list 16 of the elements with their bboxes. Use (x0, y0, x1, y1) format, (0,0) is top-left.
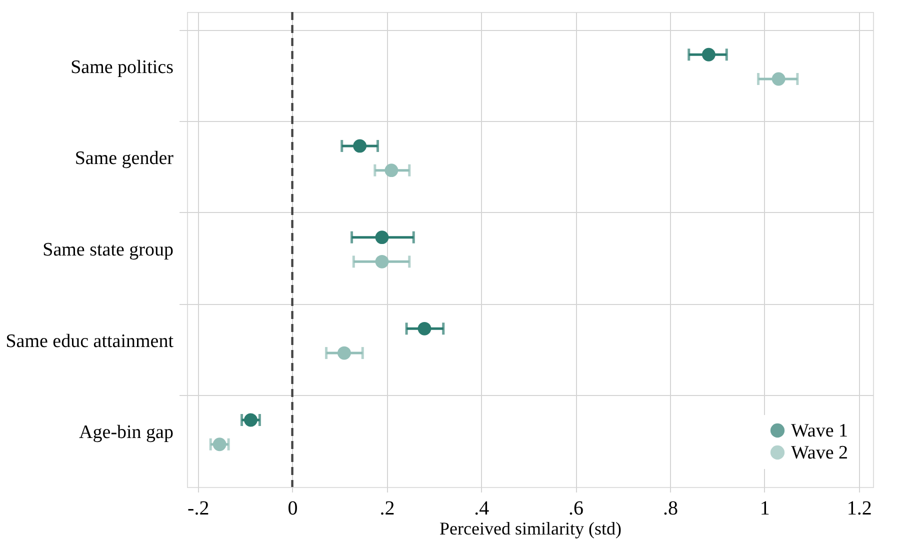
x-axis-title: Perceived similarity (std) (440, 518, 622, 538)
x-tick-label: .4 (474, 498, 490, 520)
x-tick-label: 1 (760, 498, 770, 520)
y-tick-label: Same gender (74, 148, 174, 170)
y-tick-label: Age-bin gap (79, 422, 174, 444)
x-tick-label: 0 (288, 498, 298, 520)
y-tick-label: Same state group (42, 240, 174, 260)
x-tick-label: -.2 (188, 498, 210, 520)
y-tick-label: Same politics (70, 56, 174, 78)
x-tick-label: 1.2 (846, 498, 872, 520)
x-tick-label: .2 (380, 498, 395, 520)
legend-label: Wave 2 (791, 442, 848, 464)
legend-label: Wave 1 (791, 420, 848, 442)
y-tick-label: Same educ attainment (6, 330, 174, 352)
x-tick-label: .6 (568, 498, 584, 520)
x-tick-label: .8 (662, 498, 678, 520)
